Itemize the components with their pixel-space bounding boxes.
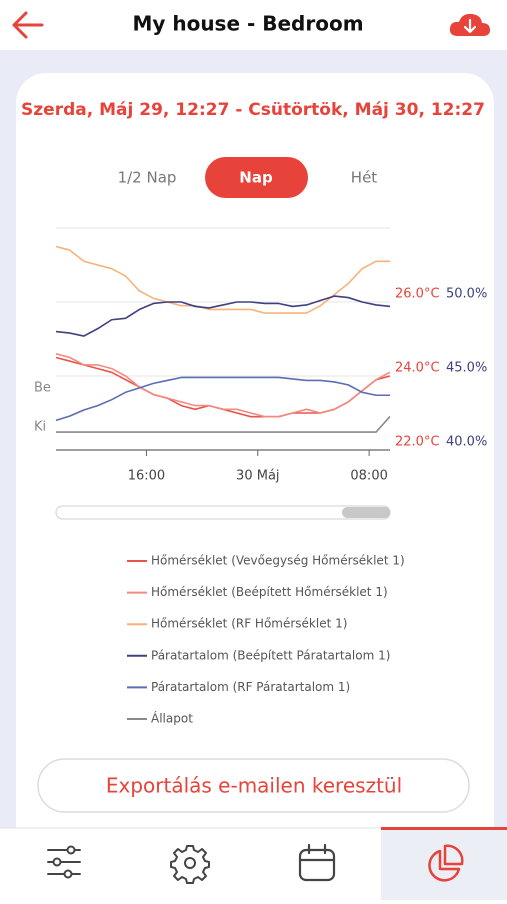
header-title: My house - Bedroom <box>132 12 363 36</box>
tabs: 1/2 Nap Nap Hét <box>118 157 378 198</box>
y3-tick-label: Be <box>34 381 51 396</box>
y2-tick-label: 50.0% <box>446 287 487 302</box>
export-button[interactable]: Exportálás e-mailen keresztül <box>37 758 470 813</box>
tab[interactable]: 1/2 Nap <box>118 169 177 187</box>
scroll-thumb[interactable] <box>342 507 390 518</box>
cloud-download-button[interactable] <box>449 13 490 36</box>
y-tick-label: 22.0°C <box>395 435 440 450</box>
legend-label: Páratartalom (RF Páratartalom 1) <box>151 680 350 694</box>
tab-label: 1/2 Nap <box>118 169 177 187</box>
series-line <box>56 415 391 433</box>
tab-label: Nap <box>239 169 273 187</box>
legend: Hőmérséklet (Vevőegység Hőmérséklet 1) Hő… <box>127 554 405 726</box>
legend-label: Hőmérséklet (RF Hőmérséklet 1) <box>151 617 347 631</box>
nav-active-indicator <box>381 827 507 830</box>
legend-label: Hőmérséklet (Beépített Hőmérséklet 1) <box>151 585 388 599</box>
x-tick-label: 16:00 <box>128 469 165 484</box>
x-tick-label: 08:00 <box>350 469 387 484</box>
tab[interactable]: Hét <box>351 169 378 187</box>
nav-statistics[interactable] <box>428 844 464 882</box>
header <box>0 0 507 50</box>
x-tick-label: 30 Máj <box>236 469 279 484</box>
y-tick-label: 24.0°C <box>395 361 440 376</box>
series-line <box>55 295 391 337</box>
legend-label: Páratartalom (Beépített Páratartalom 1) <box>151 648 390 662</box>
tab-label: Hét <box>351 169 378 187</box>
card <box>16 73 494 863</box>
nav-calendar[interactable] <box>298 843 336 882</box>
nav-settings-sliders[interactable] <box>47 845 81 879</box>
series-line <box>55 245 390 314</box>
legend-label: Állapot <box>151 711 193 726</box>
legend-label: Hőmérséklet (Vevőegység Hőmérséklet 1) <box>151 554 405 568</box>
chart: 26.0°C 24.0°C 22.0°C 50.0% 45.0% 40.0% Be Ki 16:… <box>34 227 487 484</box>
back-button[interactable] <box>12 11 44 39</box>
y3-tick-label: Ki <box>34 420 46 435</box>
nav-gear[interactable] <box>170 845 210 884</box>
date-range: Szerda, Máj 29, 12:27 - Csütörtök, Máj 3… <box>21 100 485 120</box>
scroll-track[interactable] <box>55 505 391 520</box>
y2-tick-label: 40.0% <box>446 435 487 450</box>
export-label: Exportálás e-mailen keresztül <box>106 774 402 798</box>
y-tick-label: 26.0°C <box>395 287 440 302</box>
tab[interactable]: Nap <box>205 157 308 198</box>
y2-tick-label: 45.0% <box>446 361 487 376</box>
series-line <box>55 376 390 422</box>
tab-pill <box>205 157 308 198</box>
series-line <box>55 353 391 418</box>
